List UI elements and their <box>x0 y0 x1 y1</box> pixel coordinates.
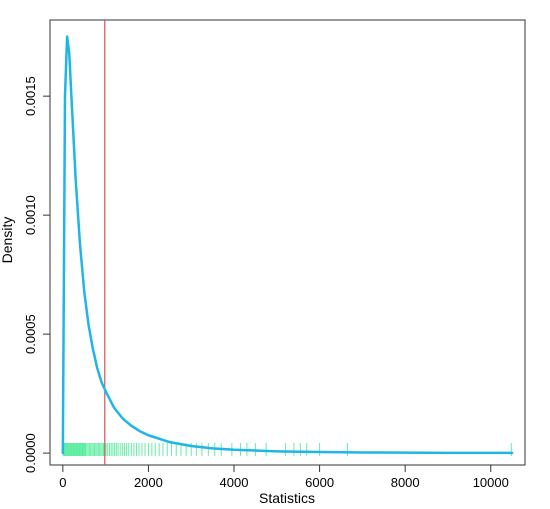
y-tick-label: 0.0000 <box>23 433 38 473</box>
y-axis: 0.0000 0.0005 0.0010 0.0015 <box>23 76 51 473</box>
x-tick-label: 0 <box>59 475 66 490</box>
y-tick-label: 0.0005 <box>23 314 38 354</box>
x-tick-label: 4000 <box>220 475 249 490</box>
rug-marks <box>62 443 512 456</box>
x-axis-label: Statistics <box>259 490 315 506</box>
x-tick-label: 10000 <box>473 475 509 490</box>
density-curve <box>61 35 514 455</box>
y-axis-label: Density <box>0 217 15 264</box>
x-axis: 0 2000 4000 6000 8000 10000 <box>59 464 509 490</box>
y-tick-label: 0.0015 <box>23 76 38 116</box>
x-tick-label: 8000 <box>391 475 420 490</box>
x-tick-label: 2000 <box>134 475 163 490</box>
x-tick-label: 6000 <box>305 475 334 490</box>
y-tick-label: 0.0010 <box>23 195 38 235</box>
plot-frame <box>49 19 526 466</box>
